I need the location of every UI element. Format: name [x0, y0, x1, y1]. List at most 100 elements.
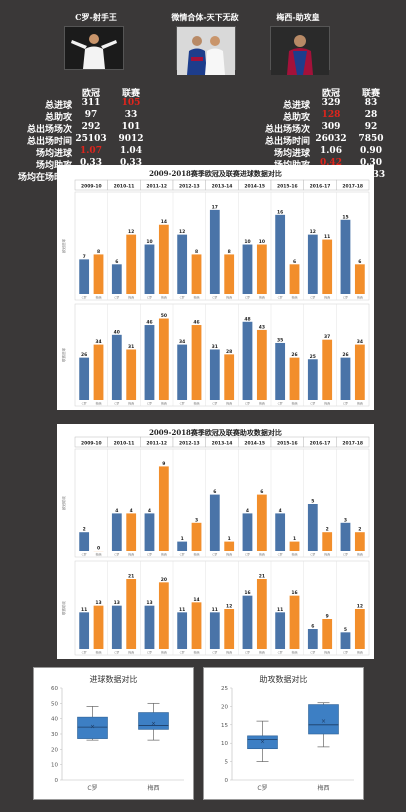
player-tick-label: 梅西: [292, 650, 298, 655]
player-tick-label: 梅西: [259, 295, 265, 300]
messi-bar: [94, 606, 104, 649]
cr-bar: [145, 606, 155, 649]
cr-league-value: 101: [114, 122, 148, 132]
messi-photo: [270, 26, 330, 70]
player-tick-label: C罗: [114, 553, 119, 557]
player-tick-label: C罗: [82, 651, 87, 655]
season-label: 2016-17: [310, 184, 331, 190]
cr-bar: [275, 612, 285, 649]
boxplot-ytick-label: 0: [225, 778, 229, 784]
messi-bar: [322, 532, 332, 551]
subchart-ylabel: 欧冠助攻: [61, 496, 66, 510]
cr-bar: [308, 235, 318, 294]
player-tick-label: 梅西: [194, 552, 200, 557]
player-tick-label: 梅西: [194, 295, 200, 300]
player-tick-label: 梅西: [96, 295, 102, 300]
boxplot-ytick-label: 30: [51, 732, 58, 738]
bar-value-label: 25: [310, 354, 316, 360]
goals-boxplot-panel: 进球数据对比 0 10 20 30 40 50 60 × C罗 × 梅西: [33, 667, 194, 800]
cr-bar: [79, 612, 89, 649]
messi-bar: [290, 596, 300, 649]
player-tick-label: C罗: [147, 651, 152, 655]
bar-value-label: 12: [310, 229, 316, 235]
messi-league-value: 83: [354, 98, 388, 108]
subchart-ylabel: 欧冠进球: [61, 239, 66, 253]
player-tick-label: 梅西: [96, 552, 102, 557]
season-label: 2009-10: [81, 441, 102, 447]
player-tick-label: C罗: [278, 553, 283, 557]
player-tick-label: C罗: [343, 402, 348, 406]
messi-ucl-value: 128: [314, 110, 348, 120]
bar-value-label: 28: [226, 349, 232, 355]
season-label: 2014-15: [244, 441, 265, 447]
season-label: 2017-18: [342, 184, 363, 190]
player-tick-label: 梅西: [128, 295, 134, 300]
bar-value-label: 21: [259, 574, 265, 580]
player-tick-label: 梅西: [226, 401, 232, 406]
season-label: 2013-14: [212, 184, 233, 190]
cr-title: C罗-射手王: [60, 12, 132, 23]
player-tick-label: C罗: [343, 553, 348, 557]
bar-value-label: 31: [128, 344, 134, 350]
bar-value-label: 6: [260, 489, 263, 495]
messi-bar: [224, 254, 234, 294]
cr-bar: [275, 513, 285, 551]
boxplot-ytick-label: 20: [51, 747, 58, 753]
boxplot-ytick-label: 40: [51, 717, 58, 723]
player-tick-label: C罗: [212, 553, 217, 557]
messi-bar: [126, 579, 136, 649]
cr-bar: [341, 358, 351, 400]
player-tick-label: 梅西: [292, 401, 298, 406]
player-tick-label: C罗: [278, 296, 283, 300]
bar-value-label: 15: [342, 214, 348, 220]
mean-marker: ×: [260, 738, 265, 745]
player-tick-label: C罗: [180, 651, 185, 655]
bar-value-label: 9: [326, 614, 329, 620]
cr-bar: [243, 596, 253, 649]
bar-value-label: 46: [193, 320, 199, 326]
bar-value-label: 40: [114, 329, 120, 335]
cr-bar: [308, 359, 318, 400]
bar-value-label: 46: [146, 320, 152, 326]
player-tick-label: C罗: [82, 553, 87, 557]
cr-bar: [79, 358, 89, 400]
player-tick-label: C罗: [343, 651, 348, 655]
bar-value-label: 4: [246, 508, 249, 514]
bar-value-label: 2: [358, 527, 361, 533]
player-tick-label: 梅西: [161, 295, 167, 300]
messi-league-value: 28: [354, 110, 388, 120]
bar-value-label: 12: [357, 604, 363, 610]
bar-value-label: 4: [115, 508, 118, 514]
messi-bar: [159, 466, 169, 551]
messi-bar: [290, 358, 300, 400]
cr-ucl-value: 1.07: [74, 146, 108, 156]
season-label: 2011-12: [146, 184, 167, 190]
season-label: 2015-16: [277, 441, 298, 447]
player-tick-label: C罗: [278, 651, 283, 655]
messi-bar: [257, 579, 267, 649]
season-label: 2014-15: [244, 184, 265, 190]
messi-bar: [94, 254, 104, 294]
messi-bar: [126, 235, 136, 294]
messi-bar: [224, 354, 234, 400]
bar-value-label: 6: [311, 624, 314, 630]
messi-bar: [224, 609, 234, 649]
player-tick-label: C罗: [147, 296, 152, 300]
messi-bar: [355, 264, 365, 294]
cr-bar: [243, 513, 253, 551]
player-tick-label: C罗: [245, 553, 250, 557]
bar-value-label: 1: [181, 536, 184, 542]
messi-bar: [355, 345, 365, 400]
bar-value-label: 21: [128, 574, 134, 580]
bar-value-label: 11: [179, 607, 185, 613]
player-tick-label: C罗: [114, 296, 119, 300]
season-label: 2010-11: [114, 184, 135, 190]
cr-bar: [243, 322, 253, 400]
bar-value-label: 14: [161, 219, 167, 225]
bar-value-label: 50: [161, 313, 167, 319]
player-tick-label: C罗: [114, 402, 119, 406]
bar-value-label: 26: [81, 352, 87, 358]
boxplot-ytick-label: 50: [51, 701, 58, 707]
player-tick-label: 梅西: [96, 401, 102, 406]
bar-value-label: 35: [277, 337, 283, 343]
